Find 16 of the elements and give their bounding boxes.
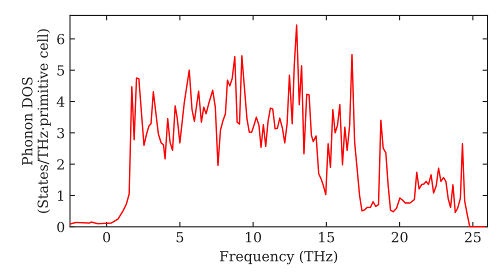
y-tick-label: 2 — [57, 159, 64, 170]
x-tick-label: 15 — [319, 232, 334, 242]
y-tick-label: 3 — [57, 128, 64, 138]
y-axis-title: Phonon DOS (States/THz·primitive cell) — [22, 29, 51, 213]
line-series — [70, 24, 486, 228]
x-axis-title: Frequency (THz) — [220, 250, 338, 264]
y-tick-label: 5 — [57, 65, 64, 76]
x-tick-label: 10 — [246, 232, 262, 242]
y-tick-label: 0 — [57, 222, 64, 232]
y-tick-label: 1 — [58, 190, 64, 201]
y-tick-label: 4 — [56, 96, 64, 107]
x-tick-label: 0 — [103, 232, 110, 242]
x-tick-label: 25 — [464, 232, 481, 242]
x-tick-label: 5 — [176, 232, 184, 242]
y-tick-label: 6 — [57, 34, 64, 44]
x-tick-label: 20 — [392, 232, 408, 242]
